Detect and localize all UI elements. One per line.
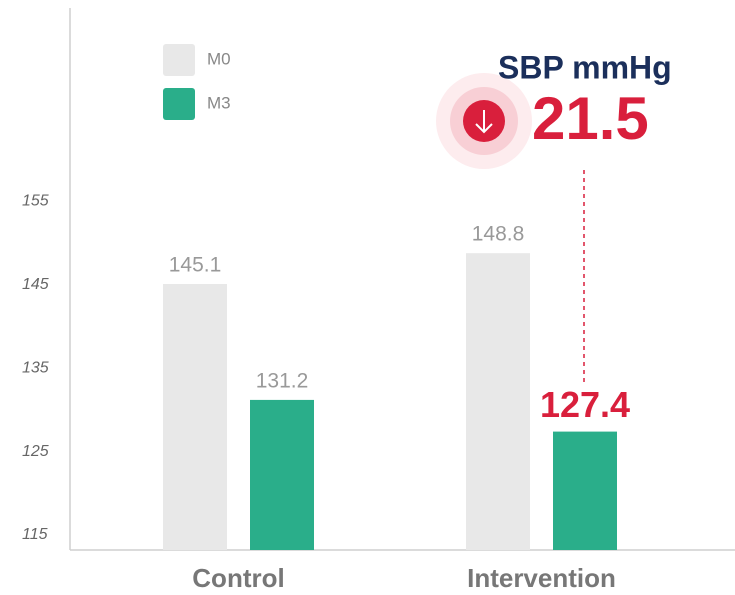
y-tick-label: 155 — [22, 193, 49, 210]
bar — [163, 284, 227, 550]
value-label: 148.8 — [472, 223, 525, 246]
value-label: 145.1 — [169, 254, 222, 277]
annotation-value: 21.5 — [532, 85, 649, 152]
bar — [466, 253, 530, 551]
icon-arrow — [475, 110, 493, 134]
y-tick-label: 145 — [22, 276, 49, 293]
legend-swatch — [163, 44, 195, 76]
x-tick-label: Control — [192, 563, 284, 593]
annotation-title: SBP mmHg — [498, 49, 672, 85]
value-label: 127.4 — [540, 384, 630, 425]
x-tick-label: Intervention — [467, 563, 616, 593]
bar — [250, 399, 314, 550]
y-tick-label: 115 — [22, 526, 48, 543]
bar — [553, 431, 617, 550]
y-tick-label: 125 — [22, 443, 49, 460]
value-label: 131.2 — [256, 369, 309, 392]
y-tick-label: 135 — [22, 359, 49, 376]
legend-swatch — [163, 88, 195, 120]
legend-label: M3 — [207, 93, 231, 112]
legend-label: M0 — [207, 49, 231, 68]
